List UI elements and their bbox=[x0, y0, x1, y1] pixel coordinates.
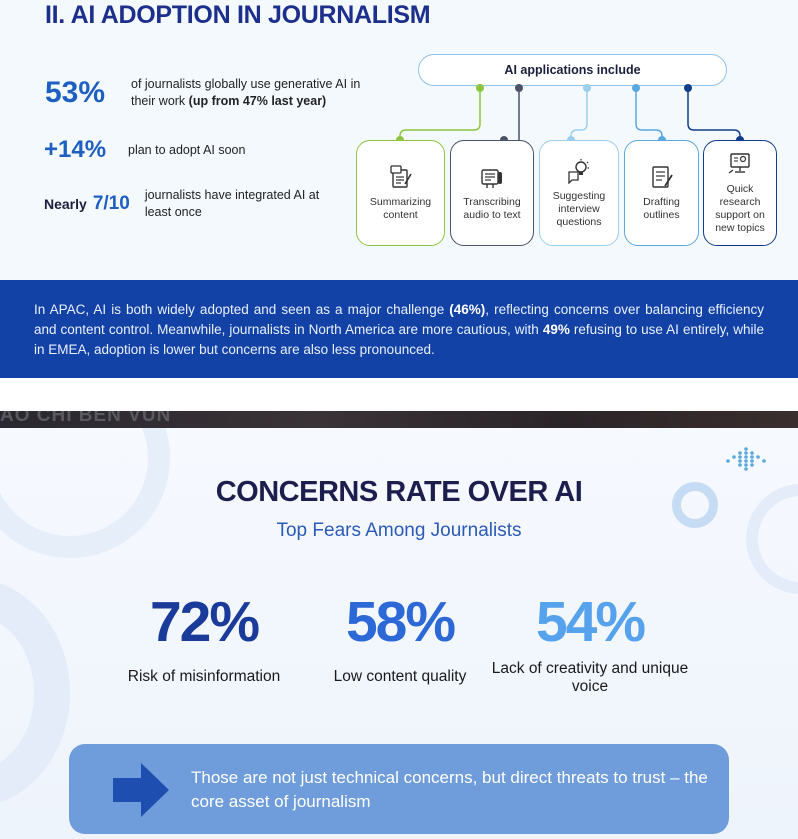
decorative-ring bbox=[672, 482, 718, 528]
trust-callout: Those are not just technical concerns, b… bbox=[69, 744, 729, 834]
app-card-label: Suggesting interview questions bbox=[552, 189, 606, 228]
dot-grid-decoration bbox=[726, 447, 766, 471]
stat-prefix: Nearly bbox=[44, 196, 87, 212]
arrow-right-icon bbox=[113, 763, 169, 817]
concerns-section: CONCERNS RATE OVER AI Top Fears Among Jo… bbox=[0, 428, 798, 839]
concerns-subtitle: Top Fears Among Journalists bbox=[276, 520, 522, 541]
app-card-suggesting: Suggesting interview questions bbox=[539, 140, 619, 246]
app-card-drafting: Drafting outlines bbox=[624, 140, 699, 246]
stat-text: journalists have integrated AI at least … bbox=[144, 188, 320, 219]
app-card-research: Quick research support on new topics bbox=[703, 140, 777, 246]
connector-dot bbox=[515, 84, 523, 92]
stat-text: of journalists globally use generative A… bbox=[131, 77, 361, 108]
concerns-title: CONCERNS RATE OVER AI bbox=[215, 476, 583, 508]
section-title: II. AI ADOPTION IN JOURNALISM bbox=[45, 1, 431, 29]
stat-value: +14% bbox=[44, 136, 107, 163]
fear-value: 58% bbox=[345, 590, 456, 654]
photo-strip: AO CHI BEN VUN bbox=[0, 411, 798, 428]
research-monitor-icon bbox=[728, 153, 750, 174]
lightbulb-icon bbox=[568, 158, 589, 184]
app-card-label: Drafting outlines bbox=[643, 196, 680, 221]
stat-generative-ai-use: 53% of journalists globally use generati… bbox=[45, 76, 361, 110]
stat-integrated-ai: Nearly 7/10 journalists have integrated … bbox=[44, 187, 335, 221]
fear-misinformation: 72% Risk of misinformation bbox=[104, 592, 304, 686]
fear-label: Risk of misinformation bbox=[127, 668, 281, 685]
fear-lack-creativity: 54% Lack of creativity and unique voice bbox=[490, 592, 690, 696]
applications-header: AI applications include bbox=[418, 54, 727, 86]
stat-value: 53% bbox=[45, 76, 106, 109]
stat-text: plan to adopt AI soon bbox=[128, 143, 246, 157]
connector-dot bbox=[632, 84, 640, 92]
document-pen-icon bbox=[389, 165, 412, 188]
connector-dot bbox=[684, 84, 692, 92]
photo-strip-text: AO CHI BEN VUN bbox=[0, 411, 172, 426]
callout-text: Those are not just technical concerns, b… bbox=[191, 768, 708, 811]
fear-value: 72% bbox=[149, 590, 260, 654]
app-card-label: Quick research support on new topics bbox=[715, 183, 765, 234]
regional-insight-band: In APAC, AI is both widely adopted and s… bbox=[0, 280, 798, 378]
app-card-label: Summarizing content bbox=[369, 196, 432, 221]
fear-low-quality: 58% Low content quality bbox=[300, 592, 500, 686]
connector-line bbox=[570, 86, 588, 140]
fear-label: Low content quality bbox=[333, 668, 467, 685]
connector-line bbox=[399, 86, 481, 140]
app-card-label: Transcribing audio to text bbox=[463, 196, 521, 221]
fear-value: 54% bbox=[535, 590, 646, 654]
decorative-ring bbox=[0, 578, 70, 808]
ai-adoption-section: II. AI ADOPTION IN JOURNALISM 53% of jou… bbox=[0, 0, 798, 280]
stat-plan-to-adopt: +14% plan to adopt AI soon bbox=[44, 136, 245, 164]
fear-label: Lack of creativity and unique voice bbox=[491, 660, 689, 695]
notepad-icon bbox=[651, 166, 673, 188]
app-card-transcribing: Transcribing audio to text bbox=[450, 140, 534, 246]
connector-line bbox=[687, 86, 741, 140]
stat-value: 7/10 bbox=[92, 193, 130, 214]
recorder-icon bbox=[481, 169, 502, 188]
connector-dot bbox=[476, 84, 484, 92]
regional-insight-text: In APAC, AI is both widely adopted and s… bbox=[34, 302, 764, 357]
connector-line bbox=[635, 86, 663, 140]
app-card-summarizing: Summarizing content bbox=[356, 140, 445, 246]
connector-dot bbox=[583, 84, 591, 92]
